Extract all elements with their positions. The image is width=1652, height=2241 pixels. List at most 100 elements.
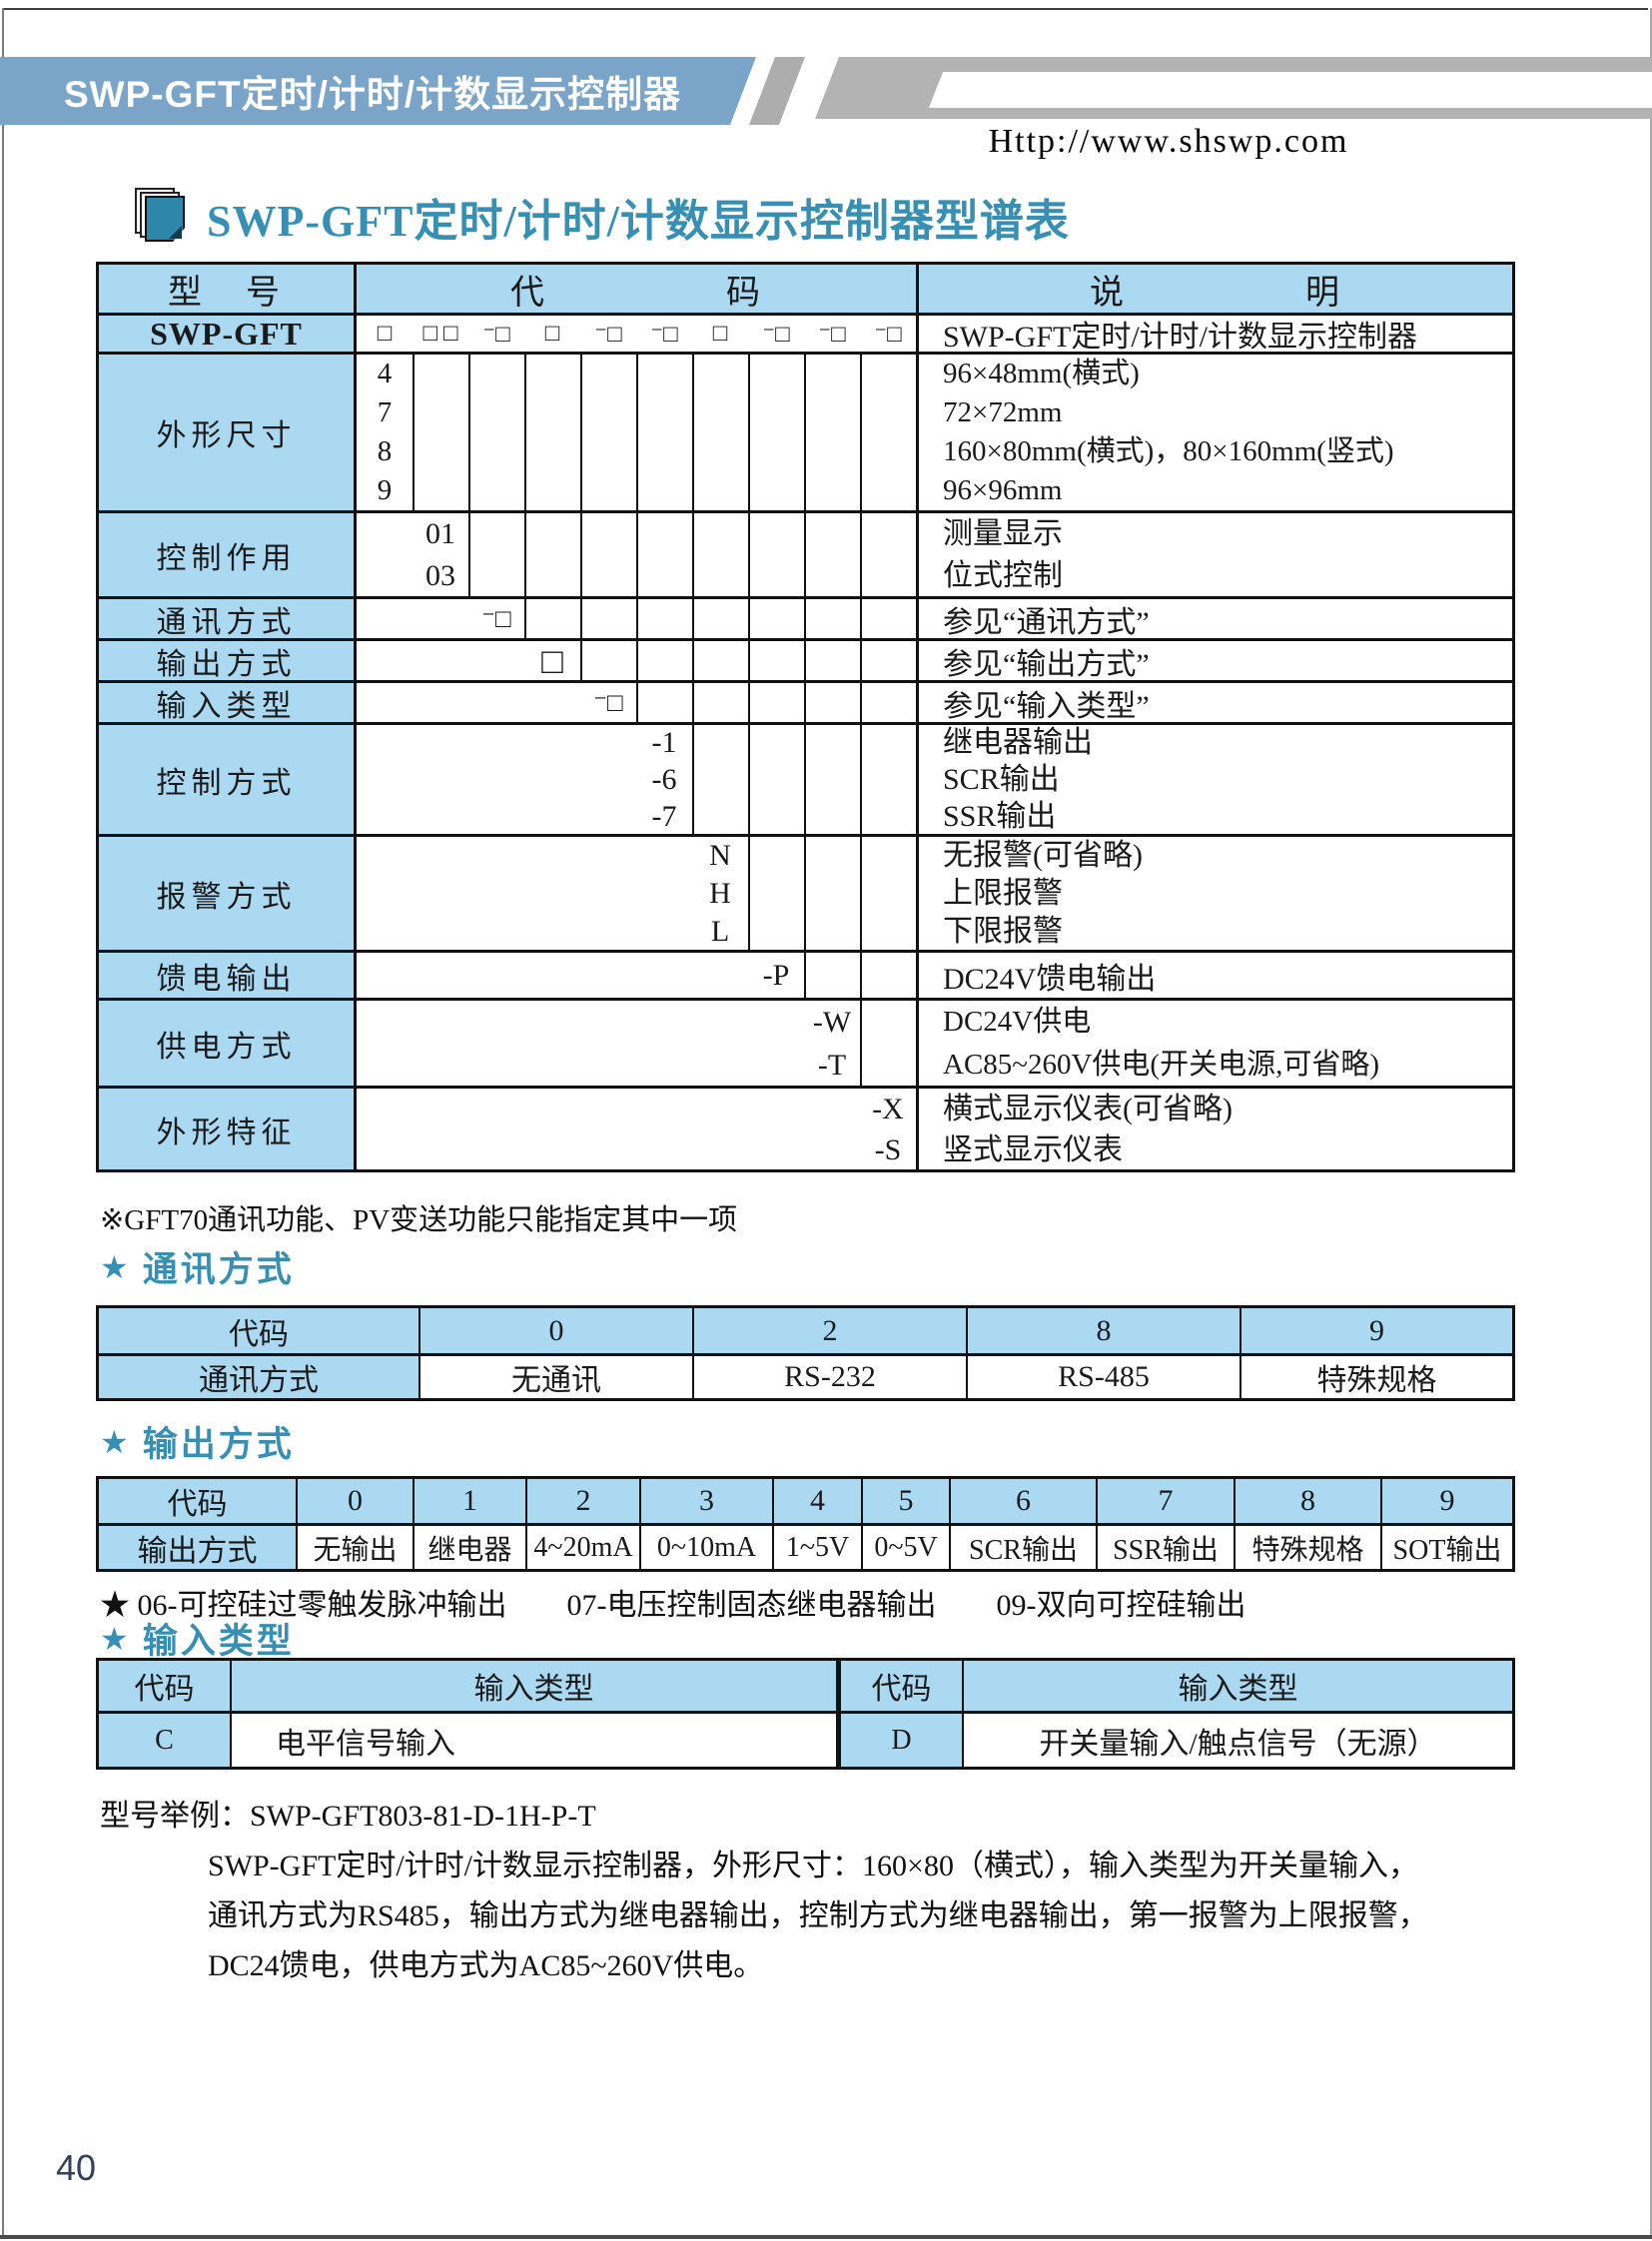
code-value: 01 [425, 516, 455, 550]
model-desc: SWP-GFT定时/计时/计数显示控制器 [916, 316, 1512, 354]
header-model: 型 号 [99, 265, 357, 313]
model-name: SWP-GFT [99, 316, 357, 352]
code-value: -7 [651, 800, 677, 833]
model-code-row: SWP-GFT □ □ □ ⁻□ □ ⁻□ ⁻□ □ ⁻□ ⁻□ ⁻□ SWP-… [99, 313, 1512, 354]
row-desc: 无报警(可省略) 上限报警 下限报警 [916, 837, 1512, 950]
output-table: 代码 0 1 2 3 4 5 6 7 8 9 输出方式 无输出 继电器 4~20… [96, 1476, 1515, 1572]
code-token: ⁻□ [482, 321, 510, 348]
row-label: 输出方式 [99, 641, 357, 681]
code-token: ⁻□ [818, 321, 846, 348]
row-label: 控制作用 [99, 513, 357, 596]
output-data-row: 输出方式 无输出 继电器 4~20mA 0~10mA 1~5V 0~5V SCR… [99, 1523, 1512, 1569]
row-codes: ⁻□ [357, 683, 916, 722]
spec-row-feed-output: 馈电输出 -P DC24V馈电输出 [99, 950, 1512, 998]
row-desc: 参见“输出方式” [916, 641, 1512, 681]
input-section-heading: ★ 输入类型 [100, 1620, 295, 1662]
code-value: 4 [377, 358, 393, 389]
header-desc: 说 明 [916, 265, 1512, 313]
page-number: 40 [56, 2147, 97, 2188]
spec-row-alarm: 报警方式 N H L 无报警(可省略) 上限报警 下限报警 [99, 834, 1512, 950]
output-section-heading: ★ 输出方式 [100, 1423, 295, 1465]
code-value: 7 [377, 396, 393, 428]
row-desc: 参见“通讯方式” [916, 599, 1512, 639]
spec-row-output: 输出方式 □ 参见“输出方式” [99, 638, 1512, 681]
code-value: -P [762, 958, 790, 992]
code-value: -6 [651, 763, 677, 796]
row-desc: DC24V供电 AC85~260V供电(开关电源,可省略) [916, 1001, 1512, 1086]
row-desc: 测量显示 位式控制 [916, 513, 1512, 596]
comm-header-row: 代码 0 2 8 9 [99, 1308, 1512, 1353]
comm-section-heading: ★ 通讯方式 [100, 1248, 295, 1290]
row-codes: □ [357, 640, 916, 681]
model-spec-table: 型 号 代 码 说 明 SWP-GFT □ □ □ ⁻□ □ ⁻□ ⁻□ □ ⁻… [96, 262, 1515, 1172]
code-value: 8 [377, 435, 393, 467]
spec-row-shape: 外形特征 -X -S 横式显示仪表(可省略) 竖式显示仪表 [99, 1086, 1512, 1169]
spec-row-control-action: 控制作用 01 03 测量显示 位式控制 [99, 510, 1512, 596]
row-label: 控制方式 [99, 725, 357, 834]
code-token: ⁻□ [650, 321, 678, 348]
comm-data-row: 通讯方式 无通讯 RS-232 RS-485 特殊规格 [99, 1353, 1512, 1398]
row-desc: DC24V馈电输出 [916, 953, 1512, 998]
code-token: ⁻□ [594, 321, 622, 348]
row-codes: -P [357, 953, 916, 998]
page-header-banner: SWP-GFT定时/计时/计数显示控制器 Http://www.shswp.co… [0, 57, 1652, 160]
code-value: H [709, 876, 731, 910]
spec-row-power: 供电方式 -W -T DC24V供电 AC85~260V供电(开关电源,可省略) [99, 998, 1512, 1086]
spec-row-control-mode: 控制方式 -1 -6 -7 继电器输出 SCR输出 SSR输出 [99, 722, 1512, 834]
banner-blue-shape [0, 57, 756, 125]
row-label: 外形特征 [99, 1089, 357, 1169]
code-token: □ □ [422, 320, 458, 347]
banner-website-url: Http://www.shswp.com [988, 123, 1349, 160]
row-codes: ⁻□ [357, 599, 916, 638]
section-title-row: SWP-GFT定时/计时/计数显示控制器型谱表 [135, 186, 1070, 248]
code-token: □ [377, 320, 393, 347]
comm-table: 代码 0 2 8 9 通讯方式 无通讯 RS-232 RS-485 特殊规格 [96, 1305, 1515, 1401]
row-codes: 01 03 [357, 513, 916, 596]
page-title: SWP-GFT定时/计时/计数显示控制器型谱表 [207, 197, 1070, 246]
table-footnote: ※GFT70通讯功能、PV变送功能只能指定其中一项 [100, 1204, 738, 1236]
code-value: -W [812, 1005, 852, 1039]
code-value: -1 [651, 726, 677, 759]
spec-row-comm: 通讯方式 ⁻□ 参见“通讯方式” [99, 596, 1512, 639]
code-value: ⁻□ [593, 687, 623, 717]
row-desc: 横式显示仪表(可省略) 竖式显示仪表 [916, 1089, 1512, 1169]
page-frame-left [2, 8, 4, 2237]
star-icon: ★ [100, 1423, 129, 1460]
code-token: ⁻□ [762, 321, 790, 348]
star-icon: ★ [100, 1248, 129, 1285]
row-codes: -W -T [357, 1001, 916, 1086]
code-value: -X [872, 1092, 904, 1125]
output-note: ★ 06-可控硅过零触发脉冲输出 07-电压控制固态继电器输出 09-双向可控硅… [100, 1589, 1246, 1622]
example-model-number: SWP-GFT803-81-D-1H-P-T [250, 1800, 596, 1833]
row-label: 馈电输出 [99, 953, 357, 998]
table-header-row: 型 号 代 码 说 明 [99, 265, 1512, 313]
page-frame-top [4, 8, 1648, 10]
banner-url-box [929, 72, 1652, 108]
code-value: -S [874, 1132, 902, 1166]
star-icon: ★ [100, 1620, 129, 1657]
input-header-row: 代码 输入类型 代码 输入类型 [99, 1661, 1512, 1711]
code-value: □ [541, 640, 563, 681]
code-value: N [709, 838, 731, 872]
row-desc: 继电器输出 SCR输出 SSR输出 [916, 725, 1512, 834]
row-label: 供电方式 [99, 1001, 357, 1086]
row-label: 通讯方式 [99, 599, 357, 639]
output-header-row: 代码 0 1 2 3 4 5 6 7 8 9 [99, 1479, 1512, 1523]
row-label: 输入类型 [99, 683, 357, 723]
row-codes: -1 -6 -7 [357, 725, 916, 834]
code-value: 03 [425, 558, 455, 592]
page-frame-bottom [0, 2235, 1652, 2239]
model-example: 型号举例：SWP-GFT803-81-D-1H-P-T SWP-GFT定时/计时… [100, 1792, 1428, 1991]
page-frame-right [1650, 8, 1652, 2237]
code-value: 9 [377, 474, 393, 506]
model-code-tokens: □ □ □ ⁻□ □ ⁻□ ⁻□ □ ⁻□ ⁻□ ⁻□ [357, 316, 916, 352]
code-token: □ [712, 320, 728, 347]
input-table: 代码 输入类型 代码 输入类型 C 电平信号输入 D 开关量输入/触点信号（无源… [96, 1658, 1515, 1770]
code-value: L [710, 914, 730, 948]
example-first-line: 型号举例：SWP-GFT803-81-D-1H-P-T [100, 1800, 596, 1833]
document-stack-icon [135, 188, 191, 246]
row-codes: N H L [357, 837, 916, 950]
row-codes: 4 7 8 9 [357, 355, 916, 510]
row-desc: 参见“输入类型” [916, 683, 1512, 723]
